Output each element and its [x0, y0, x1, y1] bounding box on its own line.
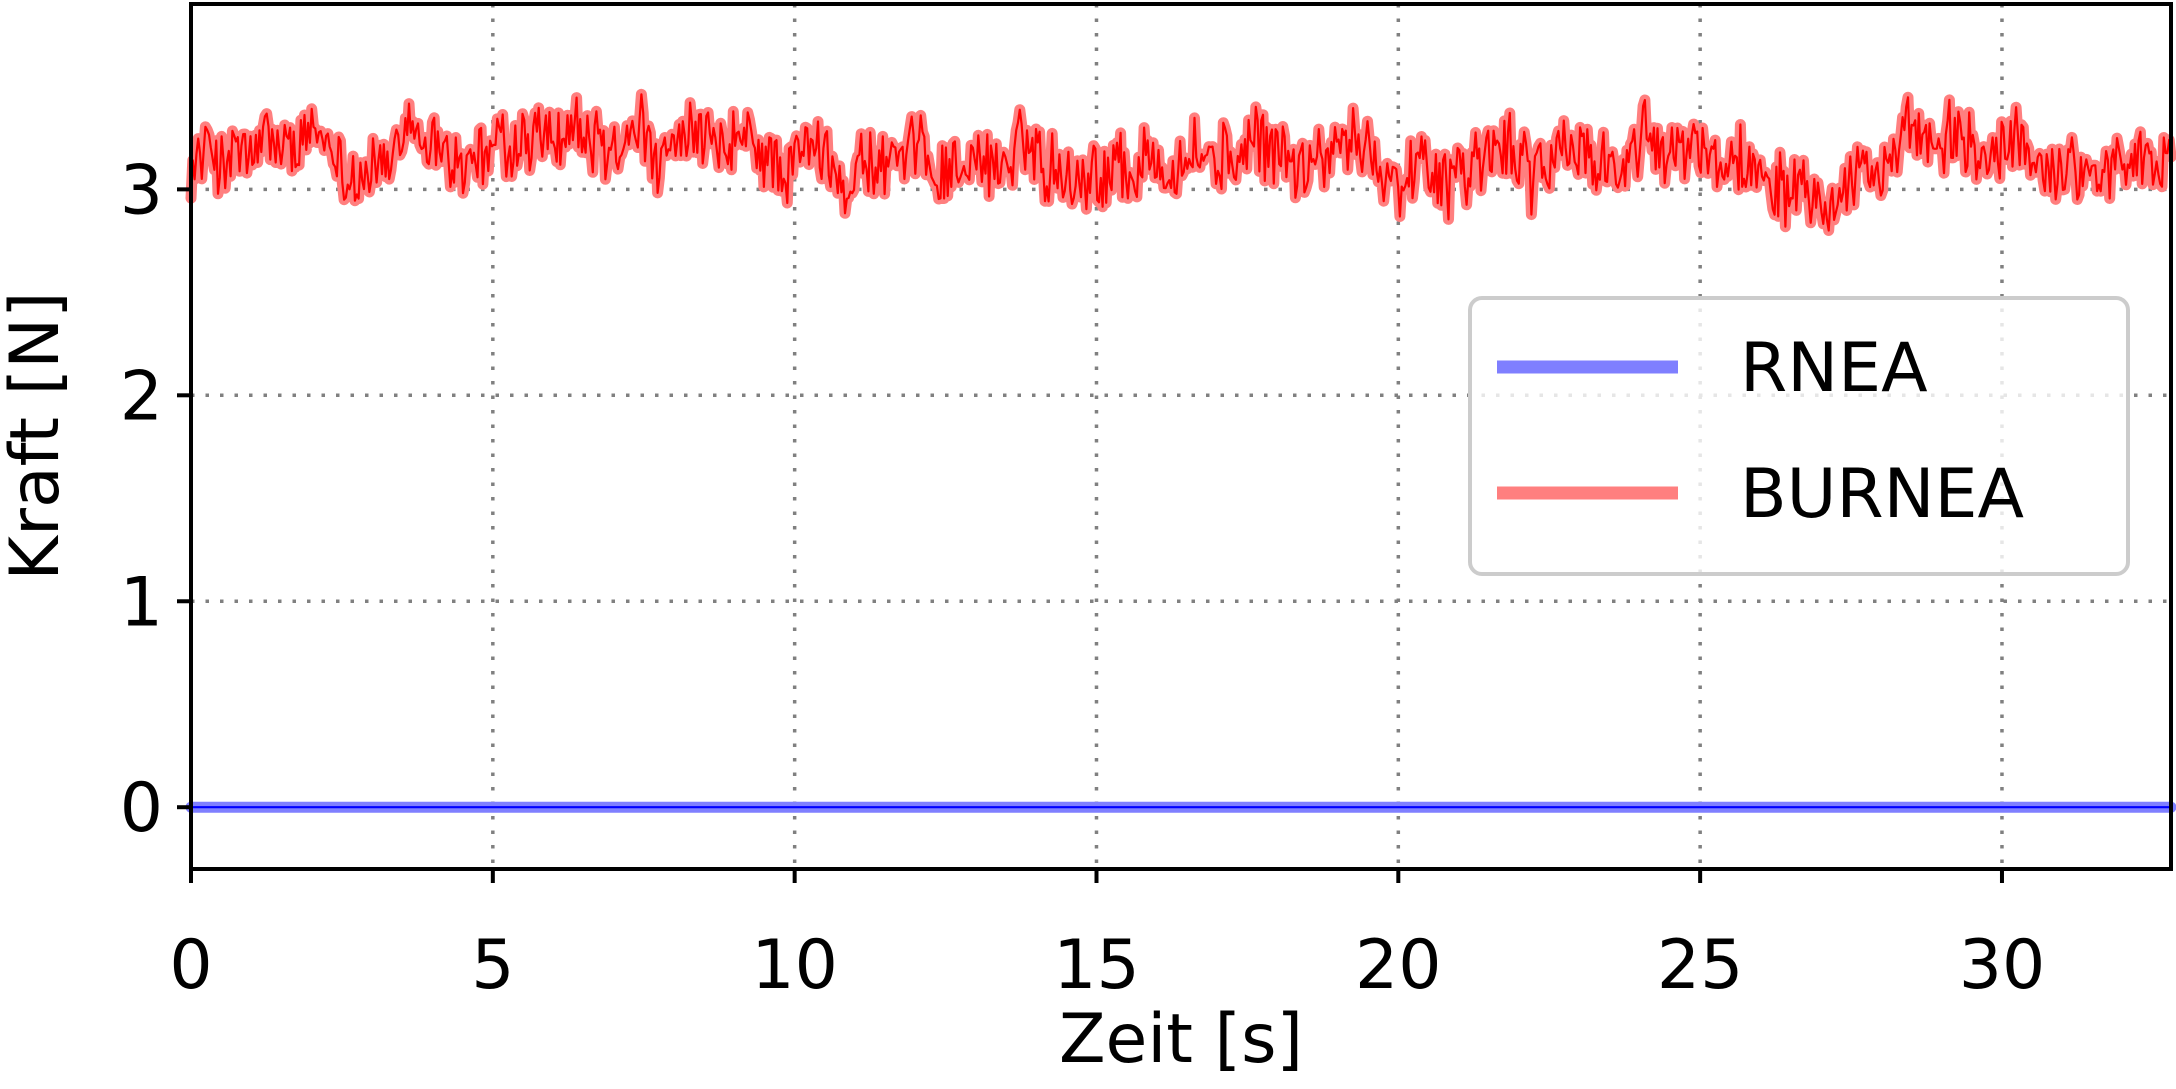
y-tick-label: 3 — [120, 151, 163, 230]
legend-label-burnea: BURNEA — [1740, 455, 2024, 534]
y-axis-label: Kraft [N] — [0, 291, 75, 580]
y-axis-ticks: 0 1 2 3 — [120, 151, 191, 848]
plot-frame — [189, 2, 2173, 871]
x-tick-label: 5 — [471, 926, 514, 1005]
legend-label-rnea: RNEA — [1740, 329, 1928, 408]
y-tick-label: 0 — [120, 769, 163, 848]
x-tick-label: 20 — [1355, 926, 1442, 1005]
y-tick-label: 2 — [120, 357, 163, 436]
series-lines — [185, 88, 2176, 813]
x-axis-label: Zeit [s] — [1059, 1000, 1303, 1079]
x-tick-label: 30 — [1959, 926, 2046, 1005]
x-tick-label: 15 — [1053, 926, 1140, 1005]
legend: RNEA BURNEA — [1468, 296, 2130, 576]
series-line-burnea — [189, 93, 2173, 232]
x-axis-ticks: 0 5 10 15 20 25 30 — [169, 869, 2045, 1005]
y-tick-label: 1 — [120, 563, 163, 642]
x-tick-label: 0 — [169, 926, 212, 1005]
x-tick-label: 25 — [1657, 926, 1744, 1005]
x-tick-label: 10 — [751, 926, 838, 1005]
